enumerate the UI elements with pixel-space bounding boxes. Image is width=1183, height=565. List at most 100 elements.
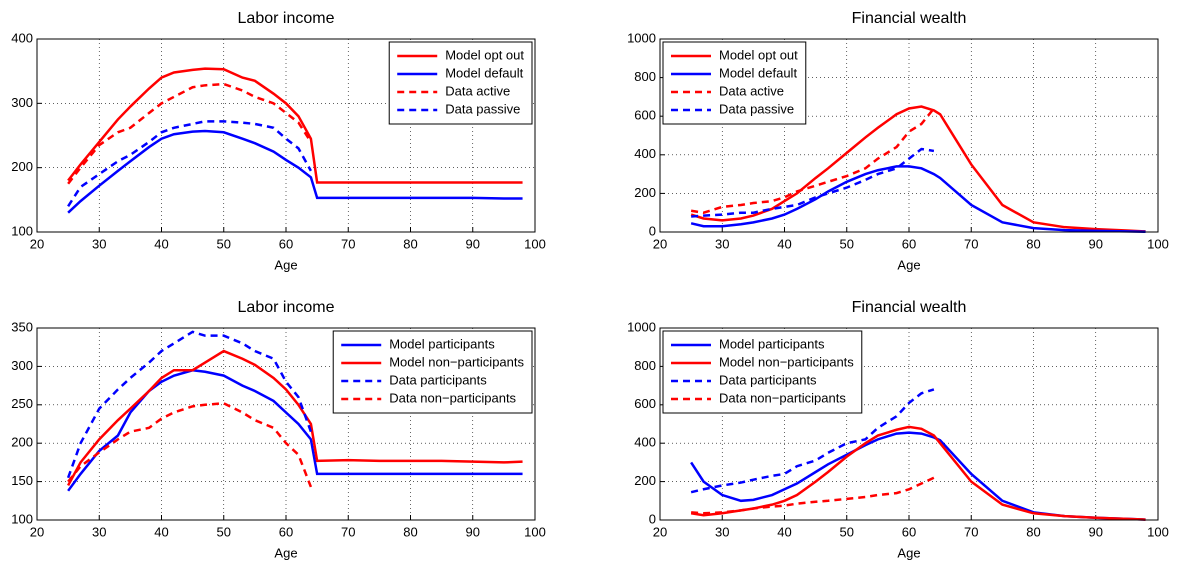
x-tick-label: 60 xyxy=(279,236,293,251)
axes-frame xyxy=(659,327,1159,521)
series-line xyxy=(690,165,1146,234)
x-tick-label: 50 xyxy=(840,236,854,251)
y-tick-label: 100 xyxy=(11,511,33,526)
y-tick-label: 600 xyxy=(634,108,656,123)
y-tick-label: 800 xyxy=(634,358,656,373)
series-line xyxy=(67,349,523,487)
x-tick-label: 20 xyxy=(30,524,44,539)
x-tick-label: 40 xyxy=(154,524,168,539)
legend-label: Model non−participants xyxy=(389,354,524,369)
x-tick-label: 80 xyxy=(403,236,417,251)
x-tick-label: 80 xyxy=(1026,236,1040,251)
legend: Model opt out Model default Data active Dat… xyxy=(388,41,533,125)
legend-label: Model default xyxy=(719,65,797,80)
series-line xyxy=(690,388,935,494)
x-tick-label: 20 xyxy=(653,524,667,539)
series-line xyxy=(67,129,523,214)
x-tick-label: 80 xyxy=(1026,524,1040,539)
y-tick-label: 1000 xyxy=(627,319,656,334)
x-tick-label: 100 xyxy=(1147,524,1169,539)
legend-label: Data non−participants xyxy=(389,390,516,405)
chart-title: Labor income xyxy=(238,10,335,27)
legend-label: Data participants xyxy=(389,372,487,387)
y-tick-label: 350 xyxy=(11,319,33,334)
x-tick-label: 100 xyxy=(524,236,546,251)
legend-label: Model participants xyxy=(719,336,825,351)
subplot: 20 30 40 50 60 70 80 90 100 100 200 300 400 Labor inc… xyxy=(11,10,546,272)
y-tick-label: 400 xyxy=(634,435,656,450)
legend-label: Data non−participants xyxy=(719,390,846,405)
y-tick-label: 200 xyxy=(11,159,33,174)
legend: Model opt out Model default Data active Dat… xyxy=(662,41,807,125)
x-axis-label: Age xyxy=(274,257,297,272)
x-tick-label: 40 xyxy=(777,236,791,251)
x-axis-label: Age xyxy=(274,545,297,560)
x-tick-label: 70 xyxy=(341,236,355,251)
x-tick-label: 20 xyxy=(30,236,44,251)
legend-label: Model opt out xyxy=(719,47,798,62)
x-tick-label: 40 xyxy=(154,236,168,251)
series-line xyxy=(67,401,313,488)
x-tick-label: 70 xyxy=(964,524,978,539)
chart-title: Labor income xyxy=(238,299,335,316)
x-tick-label: 60 xyxy=(902,524,916,539)
legend-label: Data active xyxy=(719,83,784,98)
y-tick-label: 300 xyxy=(11,358,33,373)
x-tick-label: 40 xyxy=(777,524,791,539)
legend-label: Model default xyxy=(445,65,523,80)
x-tick-label: 70 xyxy=(341,524,355,539)
y-tick-label: 0 xyxy=(649,511,656,526)
series-line xyxy=(67,67,523,184)
legend-label: Data active xyxy=(445,83,510,98)
y-tick-label: 1000 xyxy=(627,30,656,45)
x-tick-label: 80 xyxy=(403,524,417,539)
series-line xyxy=(691,147,935,218)
subplot: 20 30 40 50 60 70 80 90 10002004006008001000Fina… xyxy=(627,299,1169,560)
x-tick-label: 90 xyxy=(466,236,480,251)
x-tick-label: 90 xyxy=(466,524,480,539)
x-tick-label: 60 xyxy=(902,236,916,251)
subplot: 20 30 40 50 60 70 80 90 100 100 150 200 250 300 350 Lab… xyxy=(11,299,546,560)
y-tick-label: 150 xyxy=(11,473,33,488)
x-tick-label: 90 xyxy=(1089,236,1103,251)
legend-label: Data participants xyxy=(719,372,817,387)
y-tick-label: 200 xyxy=(634,185,656,200)
legend: Model participants Model non−participants… xyxy=(332,330,533,414)
x-tick-label: 90 xyxy=(1089,524,1103,539)
legend-label: Model participants xyxy=(389,336,495,351)
chart-title: Financial wealth xyxy=(852,10,967,27)
series-line xyxy=(67,82,312,185)
y-tick-label: 100 xyxy=(11,223,33,238)
x-tick-label: 70 xyxy=(964,236,978,251)
x-tick-label: 100 xyxy=(1147,236,1169,251)
subplot: 20 30 40 50 60 70 80 90 10002004006008001000Fina… xyxy=(627,10,1169,272)
x-tick-label: 30 xyxy=(92,524,106,539)
x-tick-label: 50 xyxy=(840,524,854,539)
y-tick-label: 400 xyxy=(11,30,33,45)
axes-frame xyxy=(36,327,536,521)
legend-label: Data passive xyxy=(719,101,794,116)
x-axis-label: Age xyxy=(897,257,920,272)
series-line xyxy=(691,476,935,515)
y-tick-label: 400 xyxy=(634,146,656,161)
y-tick-label: 200 xyxy=(634,473,656,488)
x-axis-label: Age xyxy=(897,545,920,560)
x-tick-label: 30 xyxy=(715,524,729,539)
x-tick-label: 30 xyxy=(715,236,729,251)
x-tick-label: 50 xyxy=(217,236,231,251)
series-line xyxy=(690,105,1146,233)
y-tick-label: 800 xyxy=(634,69,656,84)
y-tick-label: 300 xyxy=(11,95,33,110)
y-tick-label: 600 xyxy=(634,396,656,411)
legend-label: Model opt out xyxy=(445,47,524,62)
x-tick-label: 30 xyxy=(92,236,106,251)
series-line xyxy=(67,120,312,207)
legend-label: Data passive xyxy=(445,101,520,116)
legend-label: Model non−participants xyxy=(719,354,854,369)
series-line xyxy=(66,330,313,479)
x-tick-label: 60 xyxy=(279,524,293,539)
axes-frame xyxy=(36,38,536,233)
x-tick-label: 50 xyxy=(217,524,231,539)
chart-title: Financial wealth xyxy=(852,299,967,316)
